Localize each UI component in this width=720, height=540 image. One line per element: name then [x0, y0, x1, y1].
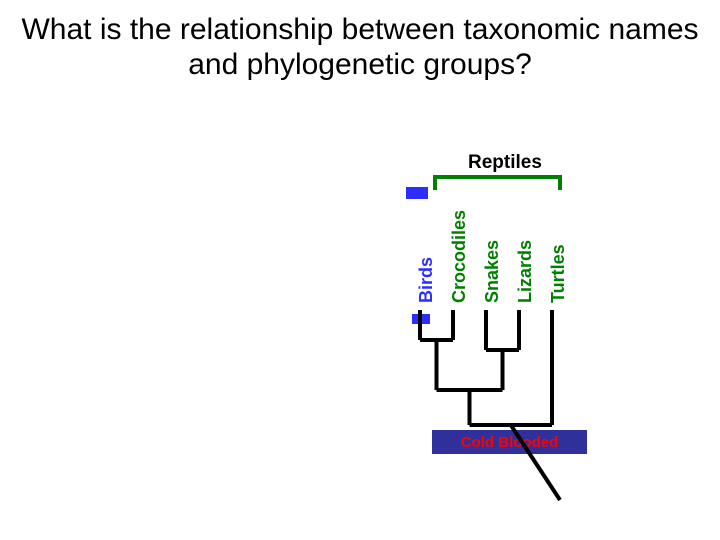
- taxon-label-birds: Birds: [416, 257, 437, 303]
- slide: What is the relationship between taxonom…: [0, 0, 720, 540]
- taxon-label-turtles: Turtles: [548, 244, 569, 303]
- taxon-label-lizards: Lizards: [515, 240, 536, 303]
- phylogeny-diagram: [0, 0, 720, 540]
- taxon-label-snakes: Snakes: [482, 240, 503, 303]
- taxon-label-crocodiles: Crocodiles: [449, 210, 470, 303]
